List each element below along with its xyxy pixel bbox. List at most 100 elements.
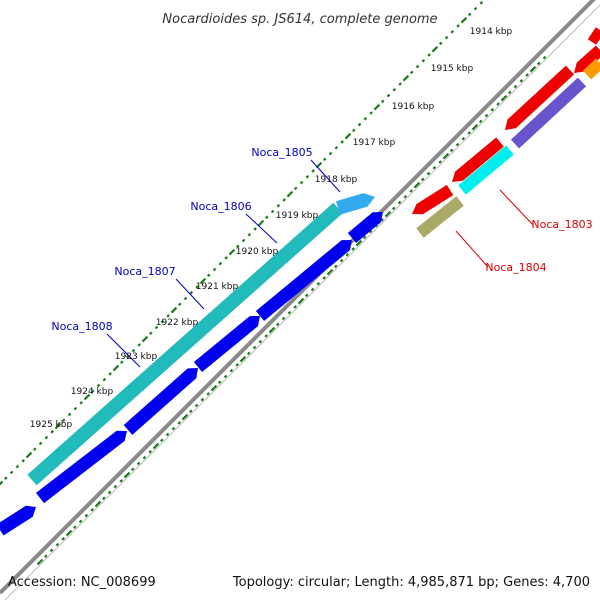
tick-mark-lower xyxy=(65,529,73,537)
gene-label: Noca_1803 xyxy=(531,218,592,231)
tick-mark-lower xyxy=(542,55,547,60)
tick-mark-upper xyxy=(311,169,315,173)
tick-mark-upper xyxy=(344,132,352,140)
tick-mark-upper xyxy=(50,430,54,434)
tick-marks xyxy=(0,1,547,566)
tick-mark-lower xyxy=(73,525,77,529)
tick-mark-lower xyxy=(235,363,239,367)
tick-mark-lower xyxy=(123,471,131,479)
tick-mark-lower xyxy=(55,542,60,547)
tick-mark-upper xyxy=(241,238,246,243)
tick-mark-lower xyxy=(194,403,199,408)
tick-mark-lower xyxy=(264,334,268,338)
tick-mark-lower xyxy=(142,455,147,460)
tick-mark-upper xyxy=(286,190,294,198)
tick-mark-lower xyxy=(484,113,489,118)
tick-mark-upper xyxy=(0,480,4,486)
tick-mark-lower xyxy=(413,181,421,189)
tick-mark-lower xyxy=(189,409,193,414)
tick-mark-upper xyxy=(54,422,62,430)
tick-mark-lower xyxy=(206,392,210,396)
leader-line xyxy=(245,213,278,244)
tick-mark-lower xyxy=(160,438,164,443)
gene-label: Noca_1805 xyxy=(251,146,312,159)
backbone-shadow-line xyxy=(4,4,600,600)
tick-mark-upper xyxy=(386,93,391,98)
tick-mark-lower xyxy=(136,461,141,466)
tick-mark-lower xyxy=(152,442,160,450)
tick-mark-lower xyxy=(397,200,402,205)
tick-mark-lower xyxy=(239,355,247,363)
tick-mark-upper xyxy=(67,412,72,417)
gene-red-edge xyxy=(587,27,600,45)
leader-line xyxy=(455,230,489,268)
gene-red xyxy=(412,184,454,215)
gene-blue xyxy=(347,212,383,243)
tick-mark-lower xyxy=(84,513,89,518)
tick-mark-upper xyxy=(456,24,460,28)
tick-mark-lower xyxy=(61,537,65,541)
tick-mark-upper xyxy=(328,151,333,156)
tick-mark-lower xyxy=(78,519,83,524)
kbp-label: 1916 kbp xyxy=(392,102,435,112)
tick-mark-upper xyxy=(62,418,66,422)
tick-mark-upper xyxy=(170,306,178,314)
kbp-label: 1914 kbp xyxy=(470,27,513,37)
tick-mark-upper xyxy=(166,314,170,318)
tick-mark-lower xyxy=(281,316,286,321)
gene-features xyxy=(0,27,600,536)
tick-mark-lower xyxy=(380,218,384,222)
tick-mark-lower xyxy=(107,490,112,495)
tick-mark-upper xyxy=(305,174,310,179)
tick-mark-upper xyxy=(189,290,194,295)
tick-mark-upper xyxy=(218,261,223,266)
tick-mark-lower xyxy=(507,90,512,95)
kbp-label: 1915 kbp xyxy=(431,64,474,74)
tick-mark-upper xyxy=(392,88,397,92)
tick-mark-upper xyxy=(473,6,478,11)
tick-mark-lower xyxy=(181,413,189,421)
tick-mark-upper xyxy=(357,122,362,127)
gene-label: Noca_1808 xyxy=(51,320,112,333)
gene-purple xyxy=(510,77,587,149)
tick-mark-upper xyxy=(228,248,236,256)
tick-mark-lower xyxy=(258,339,263,344)
tick-mark-lower xyxy=(420,177,425,182)
tick-mark-upper xyxy=(195,285,199,289)
tick-mark-upper xyxy=(141,335,149,343)
tick-mark-upper xyxy=(96,383,101,388)
tick-mark-upper xyxy=(340,140,344,144)
tick-mark-lower xyxy=(455,142,460,147)
tick-mark-upper xyxy=(450,30,455,34)
tick-mark-lower xyxy=(529,65,537,73)
tick-mark-lower xyxy=(384,210,392,218)
gene-label: Noca_1807 xyxy=(114,265,175,278)
tick-mark-upper xyxy=(282,198,286,202)
tick-mark-lower xyxy=(351,247,355,251)
tick-mark-lower xyxy=(177,421,181,425)
tick-mark-lower xyxy=(310,287,315,292)
tick-mark-lower xyxy=(316,281,321,286)
tick-mark-lower xyxy=(500,94,508,102)
tick-mark-upper xyxy=(479,1,484,5)
tick-mark-lower xyxy=(165,432,170,437)
tick-mark-lower xyxy=(438,160,442,164)
tick-mark-upper xyxy=(351,128,356,133)
tick-mark-lower xyxy=(449,148,454,153)
tick-mark-upper xyxy=(467,12,472,17)
tick-mark-upper xyxy=(154,325,159,330)
gene-red xyxy=(574,45,600,73)
tick-mark-lower xyxy=(368,229,373,234)
tick-mark-upper xyxy=(415,64,420,69)
tick-mark-upper xyxy=(199,277,207,285)
tick-mark-upper xyxy=(438,41,443,46)
tick-mark-lower xyxy=(210,384,218,392)
tick-mark-lower xyxy=(287,310,292,315)
tick-mark-lower xyxy=(36,558,44,566)
tick-mark-upper xyxy=(79,401,83,405)
tick-mark-upper xyxy=(120,360,124,365)
tick-mark-upper xyxy=(276,203,281,208)
tick-mark-lower xyxy=(218,380,222,385)
